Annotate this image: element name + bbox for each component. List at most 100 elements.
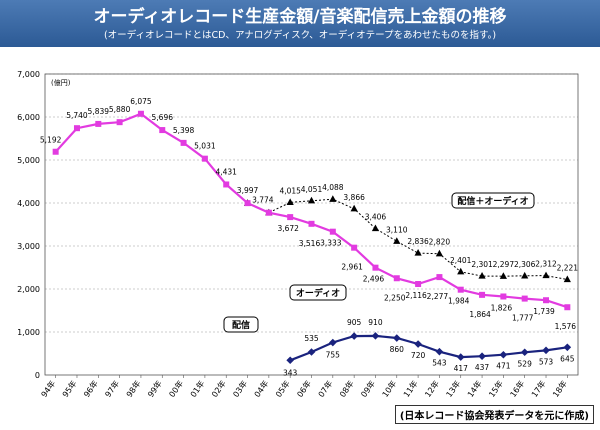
y-tick-label: 3,000 [17,242,40,251]
x-tick-label: 01年 [188,378,207,399]
data-point [414,249,422,256]
data-label: 5,031 [194,142,216,151]
data-point [286,198,294,205]
data-point [415,281,422,288]
data-label: 3,997 [237,186,259,195]
data-point [456,353,465,361]
data-label: 3,333 [320,239,342,248]
x-tick-label: 04年 [252,378,271,399]
x-tick-label: 03年 [231,378,250,399]
y-tick-label: 2,000 [17,285,40,294]
series-2 [286,332,572,365]
data-point [563,343,572,352]
data-point [329,195,337,202]
data-point [286,356,294,365]
data-point [457,286,464,293]
chart-title: オーディオレコード生産金額/音楽配信売上金額の推移 [93,7,507,27]
data-label: 4,015 [279,186,301,195]
data-label: 535 [304,334,319,343]
data-label: 5,740 [66,111,88,120]
data-label: 573 [539,357,554,366]
data-label: 645 [560,354,575,363]
data-label: 3,672 [277,224,299,233]
data-point [563,275,571,283]
x-tick-label: 18年 [550,378,569,399]
series-line [54,112,568,309]
data-label: 860 [390,345,405,354]
data-label: 437 [475,363,490,372]
legend-box [289,284,347,301]
data-point [520,348,529,357]
data-label: 543 [432,359,447,368]
data-point [478,272,486,279]
data-label: 2,116 [405,291,427,300]
legend-label: 配信 [232,319,250,331]
legend-box [223,316,259,333]
series-line [289,334,568,362]
data-label: 343 [283,368,298,377]
data-point [436,274,443,281]
y-axis-label: (億円) [51,78,71,87]
data-point [287,214,294,221]
legend-box [451,192,535,209]
data-point [499,272,507,279]
x-tick-label: 94年 [39,378,58,399]
data-point [307,196,316,204]
data-label: 1,576 [555,322,577,331]
title-banner: オーディオレコード生産金額/音楽配信売上金額の推移 (オーディオレコードとはCD… [0,0,600,47]
y-tick-label: 7,000 [17,70,40,79]
data-point [499,350,508,359]
series-layer [52,110,572,365]
data-point [521,295,528,302]
data-label: 5,398 [173,126,195,135]
data-point [351,244,358,251]
data-label: 2,221 [557,263,579,272]
legend-label: 配信＋オーディオ [457,195,528,207]
data-point [201,155,208,162]
x-tick-label: 17年 [529,378,548,399]
data-point [137,110,144,117]
data-point [479,291,486,298]
data-point [521,271,529,279]
data-label: 1,864 [469,310,491,319]
data-label: 720 [411,351,426,360]
data-label: 4,431 [215,167,237,176]
data-point [478,352,486,361]
chart-subtitle: (オーディオレコードとはCD、アナログディスク、オーディオテープをあわせたものを… [103,30,497,41]
data-point [543,297,550,304]
data-label: 3,406 [365,213,387,222]
data-label: 4,088 [322,183,344,192]
data-point [435,249,444,257]
x-tick-label: 14年 [465,378,484,399]
y-tick-label: 5,000 [17,156,40,165]
data-point [159,127,166,134]
data-point [350,332,358,340]
data-label: 3,774 [252,196,274,205]
data-label: 6,075 [130,97,152,106]
data-label: 3,866 [343,193,365,202]
data-point [542,346,550,355]
x-tick-label: 97年 [103,378,122,399]
x-tick-label: 99年 [145,378,164,399]
data-label: 2,401 [450,256,472,265]
data-label: 2,312 [535,260,557,269]
x-tick-label: 16年 [508,378,527,399]
x-tick-label: 13年 [444,378,463,399]
data-label: 3,516 [299,239,321,248]
data-label: 1,984 [448,297,470,306]
data-point [393,237,401,244]
data-point [307,348,316,356]
data-point [223,181,230,188]
data-point [371,332,380,340]
x-tick-label: 07年 [316,378,335,399]
data-point [116,119,123,126]
x-tick-label: 15年 [486,378,505,399]
data-point [371,224,380,232]
x-tick-label: 02年 [209,378,228,399]
x-tick-label: 98年 [124,378,143,399]
data-label: 2,301 [471,260,493,269]
y-tick-label: 1,000 [17,328,40,337]
y-tick-label: 6,000 [17,113,40,122]
